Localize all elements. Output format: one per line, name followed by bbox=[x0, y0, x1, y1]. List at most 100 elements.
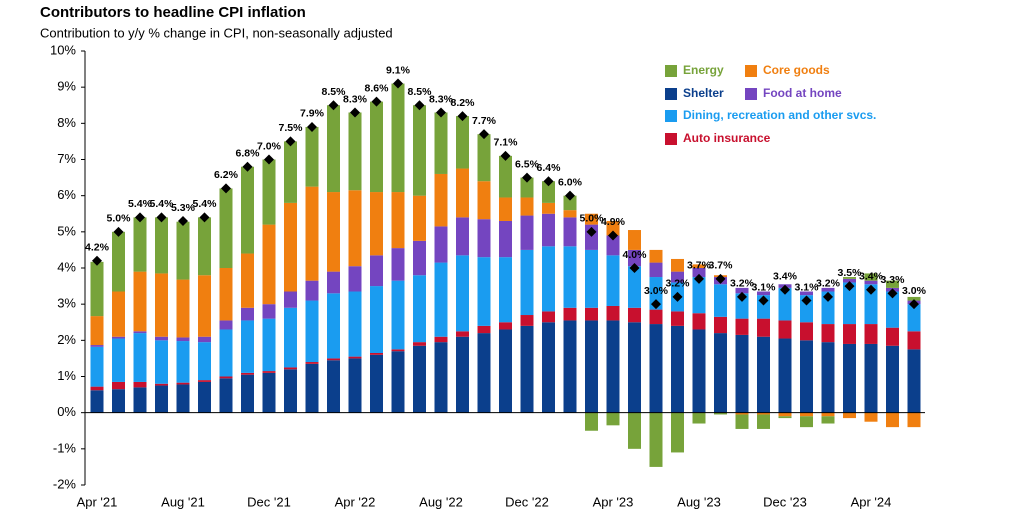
data-label: 5.3% bbox=[171, 202, 196, 214]
bar-segment bbox=[907, 349, 921, 413]
headline-marker bbox=[823, 291, 833, 302]
bar-segment bbox=[391, 280, 405, 350]
x-tick-label: Apr '22 bbox=[335, 494, 376, 509]
bar-segment bbox=[327, 360, 340, 413]
bar-segment bbox=[542, 181, 555, 203]
x-tick-label: Aug '23 bbox=[677, 494, 721, 509]
data-label: 4.2% bbox=[85, 242, 110, 254]
x-tick-label: Apr '23 bbox=[593, 494, 634, 509]
bar-segment bbox=[499, 220, 512, 258]
y-tick-label: 4% bbox=[57, 259, 76, 274]
bar-segment bbox=[219, 376, 233, 379]
bar-segment bbox=[176, 384, 190, 413]
bar-segment bbox=[563, 320, 577, 413]
bar-segment bbox=[155, 273, 168, 337]
bar-segment bbox=[800, 322, 813, 341]
bar-segment bbox=[477, 325, 491, 334]
bar-segment bbox=[327, 192, 340, 272]
bar-segment bbox=[520, 177, 534, 198]
data-label: 5.0% bbox=[580, 213, 605, 225]
bar-segment bbox=[843, 324, 856, 344]
bar-segment bbox=[628, 412, 641, 449]
data-label: 8.3% bbox=[343, 93, 368, 105]
bar-segment bbox=[735, 318, 749, 335]
headline-marker bbox=[522, 172, 532, 183]
bar-segment bbox=[907, 412, 921, 428]
headline-marker bbox=[242, 161, 253, 172]
bar-segment bbox=[886, 345, 899, 413]
headline-marker bbox=[694, 273, 704, 284]
bar-segment bbox=[843, 412, 856, 419]
bar-segment bbox=[520, 315, 534, 326]
bar-segment bbox=[262, 371, 276, 373]
headline-marker bbox=[844, 281, 855, 292]
headline-marker bbox=[436, 107, 446, 118]
chart-subtitle: Contribution to y/y % change in CPI, non… bbox=[40, 25, 393, 40]
legend-label: Core goods bbox=[763, 63, 830, 77]
bar-segment bbox=[864, 273, 878, 281]
bar-segment bbox=[456, 255, 469, 332]
bar-segment bbox=[284, 291, 297, 308]
bar-segment bbox=[585, 213, 598, 225]
legend-swatch bbox=[665, 133, 677, 145]
bar-segment bbox=[671, 311, 684, 326]
bar-segment bbox=[133, 217, 147, 272]
y-tick-label: 8% bbox=[57, 115, 76, 130]
data-label: 6.2% bbox=[214, 169, 239, 181]
data-label: 8.3% bbox=[429, 93, 454, 105]
bar-segment bbox=[757, 336, 770, 413]
data-label: 3.7% bbox=[709, 260, 734, 272]
data-label: 5.4% bbox=[193, 198, 218, 210]
legend-label: Energy bbox=[683, 63, 724, 77]
bar-segment bbox=[284, 202, 297, 292]
headline-marker bbox=[178, 215, 188, 226]
bar-segment bbox=[434, 173, 448, 227]
legend-swatch bbox=[665, 88, 677, 100]
bar-segment bbox=[563, 210, 577, 218]
bar-segment bbox=[434, 226, 448, 263]
bar-segment bbox=[90, 345, 104, 347]
bar-segment bbox=[692, 268, 706, 278]
data-label: 6.5% bbox=[515, 158, 540, 170]
headline-marker bbox=[328, 100, 339, 111]
bar-segment bbox=[413, 195, 426, 241]
x-tick-label: Aug '21 bbox=[161, 494, 205, 509]
data-label: 3.5% bbox=[838, 267, 863, 279]
bar-segment bbox=[843, 277, 856, 279]
bar-segment bbox=[370, 101, 383, 193]
bar-segment bbox=[499, 155, 512, 198]
headline-marker bbox=[758, 295, 769, 306]
data-label: 3.1% bbox=[795, 281, 820, 293]
headline-marker bbox=[565, 190, 575, 201]
headline-marker bbox=[780, 284, 790, 295]
legend-swatch bbox=[745, 65, 757, 77]
bar-segment bbox=[735, 334, 749, 413]
bar-segment bbox=[370, 354, 383, 413]
data-label: 5.0% bbox=[107, 213, 132, 225]
bar-segment bbox=[821, 416, 835, 424]
bar-segment bbox=[262, 159, 276, 225]
headline-marker bbox=[887, 288, 898, 299]
bar-segment bbox=[671, 412, 684, 453]
data-label: 8.6% bbox=[365, 82, 390, 94]
bar-segment bbox=[112, 231, 125, 292]
bar-segment bbox=[477, 181, 491, 220]
data-label: 9.1% bbox=[386, 64, 411, 76]
bar-segment bbox=[714, 284, 727, 317]
bar-segment bbox=[327, 271, 340, 294]
data-label: 3.1% bbox=[752, 281, 777, 293]
bar-segment bbox=[198, 336, 211, 343]
bar-segment bbox=[112, 381, 125, 390]
bar-segment bbox=[112, 338, 125, 382]
bar-segment bbox=[907, 331, 921, 350]
bar-segment bbox=[843, 343, 856, 413]
bar-segment bbox=[563, 195, 577, 211]
bar-segment bbox=[391, 351, 405, 413]
headline-marker bbox=[479, 129, 489, 140]
headline-marker bbox=[500, 150, 511, 161]
bar-segment bbox=[542, 246, 555, 312]
headline-marker bbox=[285, 136, 296, 147]
data-label: 8.5% bbox=[408, 86, 433, 98]
bar-segment bbox=[262, 304, 276, 319]
bar-segment bbox=[413, 345, 426, 413]
